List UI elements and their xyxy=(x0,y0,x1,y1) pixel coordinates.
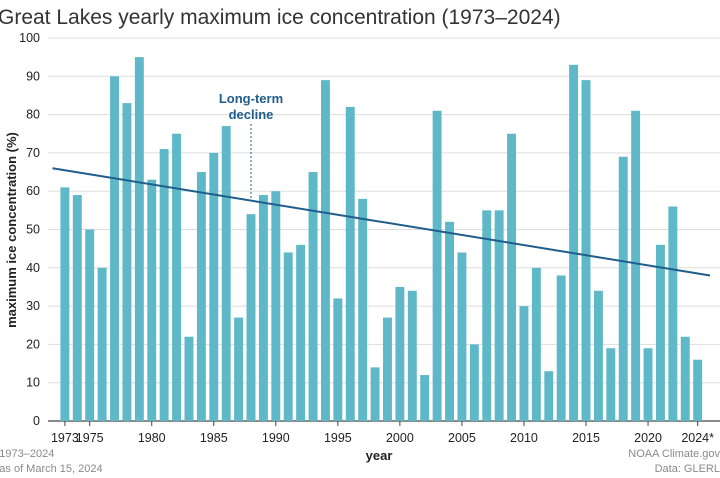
bar xyxy=(544,371,554,421)
bar xyxy=(581,80,591,421)
x-tick-label: 2010 xyxy=(510,431,538,445)
y-tick-label: 50 xyxy=(26,223,40,237)
footnote-left-1: *1973–2024 xyxy=(0,448,54,460)
bar xyxy=(531,267,541,421)
footnote-left-2: *as of March 15, 2024 xyxy=(0,463,103,475)
bar xyxy=(407,290,417,421)
bar xyxy=(234,317,244,421)
bar xyxy=(370,367,380,421)
x-tick-label: 1973 xyxy=(51,431,79,445)
bar xyxy=(196,172,206,421)
bar xyxy=(358,198,368,421)
chart-title: Great Lakes yearly maximum ice concentra… xyxy=(0,6,561,29)
y-tick-label: 30 xyxy=(26,299,40,313)
bar xyxy=(333,298,343,421)
bar xyxy=(432,110,442,422)
bar xyxy=(469,344,479,421)
y-tick-label: 0 xyxy=(33,414,40,428)
bar xyxy=(668,206,678,421)
trend-line-group xyxy=(52,124,711,277)
bar xyxy=(345,106,355,421)
x-tick-label: 1980 xyxy=(138,431,166,445)
bar xyxy=(618,156,628,422)
y-tick-label: 10 xyxy=(26,376,40,390)
bar xyxy=(271,191,281,421)
x-tick-label: 2005 xyxy=(448,431,476,445)
bars xyxy=(60,57,703,422)
trend-label-line1: Long-term xyxy=(219,91,283,106)
x-tick-label: 2000 xyxy=(386,431,414,445)
bar xyxy=(494,210,504,421)
bar xyxy=(320,80,330,421)
bar xyxy=(593,290,603,421)
bar xyxy=(482,210,492,421)
bar xyxy=(569,64,579,421)
x-tick-label: 2015 xyxy=(572,431,600,445)
trend-line xyxy=(52,167,711,277)
bar xyxy=(283,252,293,421)
y-tick-label: 90 xyxy=(26,69,40,83)
bar xyxy=(507,133,517,421)
bar xyxy=(159,149,169,421)
bar xyxy=(97,267,107,421)
bar xyxy=(85,229,95,421)
trend-label-line2: decline xyxy=(229,107,274,122)
y-axis-label: maximum ice concentration (%) xyxy=(4,132,19,328)
footnote-right-1: NOAA Climate.gov xyxy=(628,448,720,460)
x-axis-label: year xyxy=(366,448,393,463)
bar xyxy=(693,359,703,421)
y-tick-label: 70 xyxy=(26,146,40,160)
bar xyxy=(122,103,132,422)
bar xyxy=(209,152,219,421)
x-tick-label: 1975 xyxy=(76,431,104,445)
bar xyxy=(308,172,318,421)
bar xyxy=(680,336,690,421)
bar xyxy=(631,110,641,422)
x-tick-label: 1985 xyxy=(200,431,228,445)
y-tick-label: 20 xyxy=(26,337,40,351)
bar xyxy=(246,214,256,421)
bar xyxy=(383,317,392,421)
footnote-right-2: Data: GLERL xyxy=(655,463,720,475)
bar xyxy=(519,306,529,421)
bar xyxy=(395,286,405,421)
bar xyxy=(221,126,231,421)
bar xyxy=(72,195,82,421)
y-tick-label: 80 xyxy=(26,108,40,122)
bar xyxy=(147,179,157,421)
y-tick-label: 100 xyxy=(19,31,40,45)
bar xyxy=(655,244,665,421)
bar xyxy=(556,275,566,421)
x-tick-label: 1990 xyxy=(262,431,290,445)
bar xyxy=(258,195,268,421)
bar xyxy=(134,57,144,422)
y-axis-ticks: 0 10 20 30 40 50 60 70 80 90 100 xyxy=(19,31,40,428)
x-tick-label: 2024* xyxy=(681,431,714,445)
bar xyxy=(643,348,653,421)
bar xyxy=(296,244,306,421)
bar xyxy=(110,76,119,422)
y-tick-label: 40 xyxy=(26,261,40,275)
bar xyxy=(172,133,182,421)
bar xyxy=(457,252,467,421)
bar xyxy=(445,221,454,421)
bar xyxy=(60,187,70,421)
x-tick-label: 1995 xyxy=(324,431,352,445)
y-tick-label: 60 xyxy=(26,184,40,198)
bar xyxy=(184,336,194,421)
bar xyxy=(606,348,616,421)
x-tick-label: 2020 xyxy=(634,431,662,445)
bar xyxy=(420,375,430,421)
